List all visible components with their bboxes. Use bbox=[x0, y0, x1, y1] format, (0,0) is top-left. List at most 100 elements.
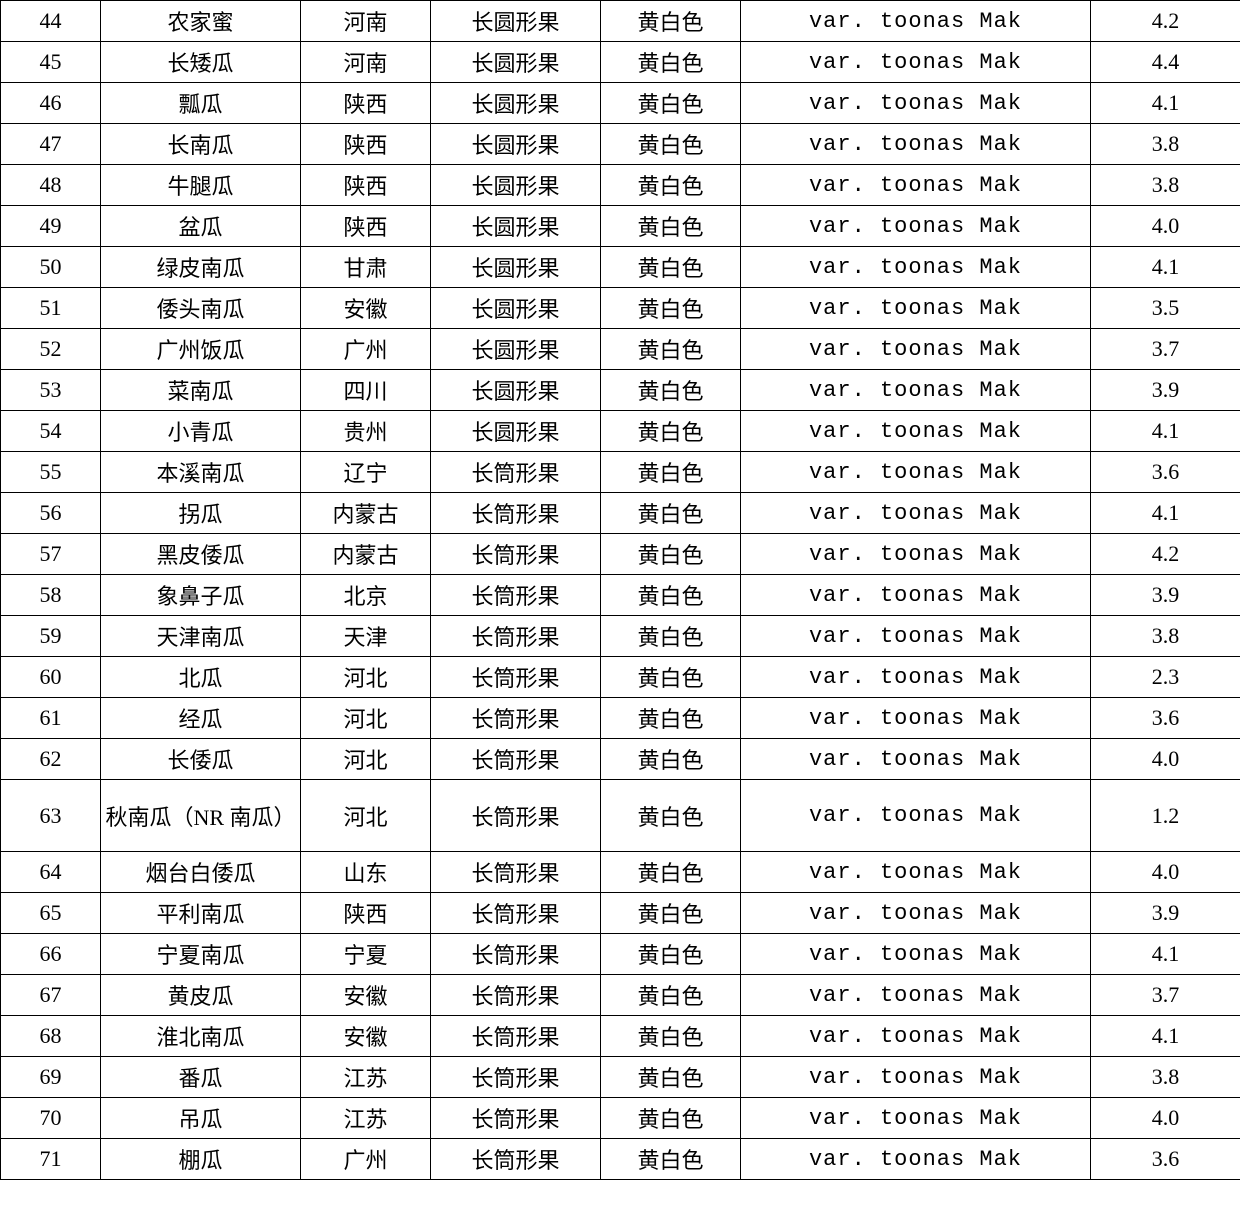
variety-code: var. toonas Mak bbox=[741, 657, 1091, 698]
variety-code: var. toonas Mak bbox=[741, 1098, 1091, 1139]
value: 4.1 bbox=[1091, 1016, 1240, 1057]
province: 天津 bbox=[301, 616, 431, 657]
value: 4.1 bbox=[1091, 411, 1240, 452]
table-row: 52广州饭瓜广州长圆形果黄白色var. toonas Mak3.7 bbox=[1, 329, 1240, 370]
row-id: 64 bbox=[1, 852, 101, 893]
variety-code: var. toonas Mak bbox=[741, 288, 1091, 329]
fruit-color: 黄白色 bbox=[601, 370, 741, 411]
fruit-shape: 长圆形果 bbox=[431, 288, 601, 329]
fruit-color: 黄白色 bbox=[601, 411, 741, 452]
value: 4.0 bbox=[1091, 852, 1240, 893]
fruit-shape: 长筒形果 bbox=[431, 739, 601, 780]
variety-code: var. toonas Mak bbox=[741, 698, 1091, 739]
fruit-shape: 长圆形果 bbox=[431, 247, 601, 288]
row-id: 67 bbox=[1, 975, 101, 1016]
province: 四川 bbox=[301, 370, 431, 411]
fruit-color: 黄白色 bbox=[601, 575, 741, 616]
variety-code: var. toonas Mak bbox=[741, 329, 1091, 370]
value: 4.1 bbox=[1091, 934, 1240, 975]
value: 4.4 bbox=[1091, 42, 1240, 83]
variety-code: var. toonas Mak bbox=[741, 739, 1091, 780]
value: 3.6 bbox=[1091, 1139, 1240, 1180]
fruit-shape: 长筒形果 bbox=[431, 1016, 601, 1057]
variety-code: var. toonas Mak bbox=[741, 1057, 1091, 1098]
fruit-shape: 长筒形果 bbox=[431, 1098, 601, 1139]
variety-name: 经瓜 bbox=[101, 698, 301, 739]
row-id: 66 bbox=[1, 934, 101, 975]
province: 广州 bbox=[301, 329, 431, 370]
table-row: 68淮北南瓜安徽长筒形果黄白色var. toonas Mak4.1 bbox=[1, 1016, 1240, 1057]
row-id: 47 bbox=[1, 124, 101, 165]
province: 江苏 bbox=[301, 1098, 431, 1139]
fruit-shape: 长筒形果 bbox=[431, 452, 601, 493]
province: 内蒙古 bbox=[301, 534, 431, 575]
value: 4.1 bbox=[1091, 83, 1240, 124]
row-id: 50 bbox=[1, 247, 101, 288]
province: 河北 bbox=[301, 780, 431, 852]
fruit-color: 黄白色 bbox=[601, 852, 741, 893]
fruit-shape: 长筒形果 bbox=[431, 657, 601, 698]
variety-name: 天津南瓜 bbox=[101, 616, 301, 657]
variety-name: 烟台白倭瓜 bbox=[101, 852, 301, 893]
fruit-shape: 长筒形果 bbox=[431, 616, 601, 657]
variety-code: var. toonas Mak bbox=[741, 975, 1091, 1016]
province: 安徽 bbox=[301, 1016, 431, 1057]
table-row: 71棚瓜广州长筒形果黄白色var. toonas Mak3.6 bbox=[1, 1139, 1240, 1180]
fruit-shape: 长圆形果 bbox=[431, 329, 601, 370]
province: 安徽 bbox=[301, 288, 431, 329]
variety-name: 象鼻子瓜 bbox=[101, 575, 301, 616]
row-id: 58 bbox=[1, 575, 101, 616]
value: 3.8 bbox=[1091, 1057, 1240, 1098]
fruit-color: 黄白色 bbox=[601, 493, 741, 534]
fruit-shape: 长筒形果 bbox=[431, 493, 601, 534]
variety-name: 拐瓜 bbox=[101, 493, 301, 534]
value: 3.9 bbox=[1091, 893, 1240, 934]
row-id: 68 bbox=[1, 1016, 101, 1057]
variety-code: var. toonas Mak bbox=[741, 575, 1091, 616]
province: 陕西 bbox=[301, 206, 431, 247]
fruit-color: 黄白色 bbox=[601, 1057, 741, 1098]
variety-name: 倭头南瓜 bbox=[101, 288, 301, 329]
province: 陕西 bbox=[301, 893, 431, 934]
variety-code: var. toonas Mak bbox=[741, 616, 1091, 657]
variety-name: 吊瓜 bbox=[101, 1098, 301, 1139]
variety-name: 小青瓜 bbox=[101, 411, 301, 452]
province: 江苏 bbox=[301, 1057, 431, 1098]
fruit-color: 黄白色 bbox=[601, 1098, 741, 1139]
variety-name: 菜南瓜 bbox=[101, 370, 301, 411]
fruit-shape: 长圆形果 bbox=[431, 83, 601, 124]
row-id: 53 bbox=[1, 370, 101, 411]
value: 3.9 bbox=[1091, 370, 1240, 411]
fruit-color: 黄白色 bbox=[601, 247, 741, 288]
value: 3.6 bbox=[1091, 698, 1240, 739]
province: 辽宁 bbox=[301, 452, 431, 493]
province: 陕西 bbox=[301, 165, 431, 206]
variety-name: 绿皮南瓜 bbox=[101, 247, 301, 288]
variety-name: 农家蜜 bbox=[101, 1, 301, 42]
province: 安徽 bbox=[301, 975, 431, 1016]
variety-name: 秋南瓜（NR 南瓜） bbox=[101, 780, 301, 852]
fruit-color: 黄白色 bbox=[601, 452, 741, 493]
variety-name: 北瓜 bbox=[101, 657, 301, 698]
value: 4.1 bbox=[1091, 247, 1240, 288]
value: 3.8 bbox=[1091, 165, 1240, 206]
province: 河南 bbox=[301, 42, 431, 83]
variety-code: var. toonas Mak bbox=[741, 493, 1091, 534]
value: 3.9 bbox=[1091, 575, 1240, 616]
variety-code: var. toonas Mak bbox=[741, 1, 1091, 42]
fruit-shape: 长圆形果 bbox=[431, 370, 601, 411]
fruit-color: 黄白色 bbox=[601, 1016, 741, 1057]
fruit-color: 黄白色 bbox=[601, 1139, 741, 1180]
variety-name: 平利南瓜 bbox=[101, 893, 301, 934]
fruit-color: 黄白色 bbox=[601, 534, 741, 575]
province: 河北 bbox=[301, 698, 431, 739]
fruit-shape: 长圆形果 bbox=[431, 165, 601, 206]
row-id: 62 bbox=[1, 739, 101, 780]
fruit-color: 黄白色 bbox=[601, 616, 741, 657]
fruit-shape: 长筒形果 bbox=[431, 698, 601, 739]
province: 陕西 bbox=[301, 124, 431, 165]
variety-code: var. toonas Mak bbox=[741, 247, 1091, 288]
province: 陕西 bbox=[301, 83, 431, 124]
fruit-color: 黄白色 bbox=[601, 1, 741, 42]
row-id: 57 bbox=[1, 534, 101, 575]
